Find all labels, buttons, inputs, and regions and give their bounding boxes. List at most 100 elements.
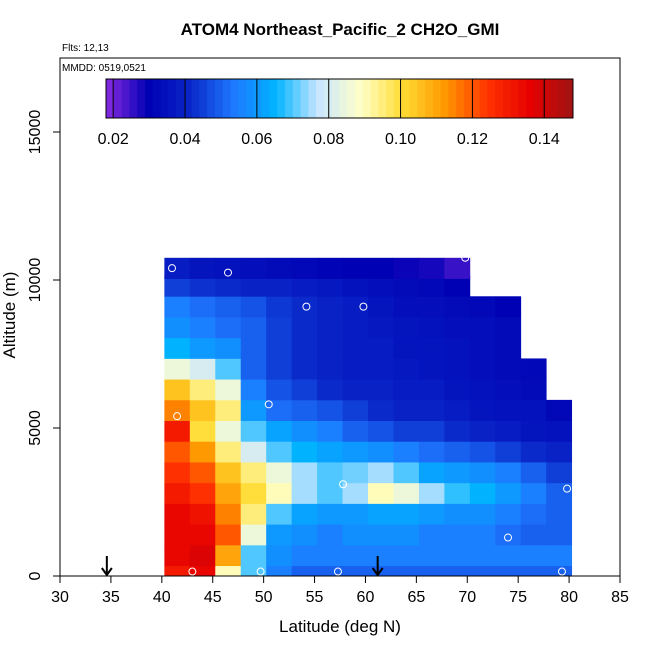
heatmap-cell [444,399,471,421]
colorbar-swatch [214,79,224,118]
observation-point [504,533,512,542]
colorbar-swatch [269,79,278,118]
heatmap-cell [240,257,267,279]
colorbar-swatch [121,79,130,118]
heatmap-cell [546,399,573,421]
heatmap-cell [342,441,369,463]
heatmap-cell [469,482,496,504]
heatmap-cell [215,337,242,359]
observation-point [359,302,368,311]
heatmap-cell [215,462,242,484]
colorbar-swatch [386,79,395,118]
heatmap-cell [418,257,445,279]
heatmap-cell [444,296,471,318]
heatmap-cell [266,358,293,380]
colorbar-swatch [308,79,317,118]
heatmap-cell [495,524,522,546]
heatmap-cell [418,420,445,442]
heatmap-cell [444,358,471,380]
colorbar-swatch [526,79,535,118]
heatmap-cell [189,317,216,339]
y-axis-label: Altitude (m) [0,272,19,359]
heatmap-cell [189,379,216,401]
heatmap-cell [266,420,293,442]
heatmap-cell [189,503,216,525]
heatmap-cell [317,296,343,318]
heatmap-cell [469,524,496,546]
heatmap-cell [215,565,242,577]
heatmap-cell [520,399,547,421]
heatmap-cell [266,462,293,484]
heatmap-cell [495,544,522,567]
heatmap-cell [393,358,420,380]
colorbar-swatch [316,79,325,118]
heatmap-cell [444,275,471,297]
heatmap-cell [418,296,445,318]
heatmap-cell [444,544,471,567]
heatmap-cell [317,565,343,577]
x-tick-label: 45 [204,589,222,606]
colorbar-swatch [541,79,551,118]
observation-point [532,308,541,317]
heatmap-cell [291,420,318,442]
heatmap-cell [189,358,216,380]
heatmap-cell [393,503,420,525]
colorbar-swatch [137,79,146,118]
colorbar-swatch [323,79,333,118]
colorbar-swatch [448,79,457,118]
heatmap-cell [444,565,471,577]
heatmap-cell [495,317,522,339]
colorbar-swatch [176,79,185,118]
heatmap-cell [317,524,343,546]
colorbar-swatch [549,79,558,118]
x-tick-label: 55 [306,589,324,606]
heatmap-cell [368,257,394,279]
heatmap-cell [317,441,343,463]
colorbar-tick-label: 0.04 [169,131,200,148]
colorbar-swatch [362,79,372,118]
heatmap-cell [215,358,242,380]
heatmap-cell [291,379,318,401]
heatmap-cell [368,275,394,297]
heatmap-cell [393,441,420,463]
colorbar-swatch [370,79,379,118]
heatmap-cell [368,379,394,401]
heatmap-cell [342,317,369,339]
colorbar-swatch [238,79,247,118]
heatmap-cell [215,296,242,318]
heatmap-cell [240,337,267,359]
heatmap-cell [266,379,293,401]
heatmap-cell [215,441,242,463]
heatmap-cell [418,337,445,359]
heatmap-cell [317,399,343,421]
heatmap-cell [368,503,394,525]
heatmap-cell [393,544,420,567]
heatmap-cell [189,565,216,577]
heatmap-cell [215,257,242,279]
colorbar-swatch [518,79,527,118]
colorbar-swatch [464,79,473,118]
heatmap-cell [444,482,471,504]
heatmap-cell [520,358,547,380]
x-tick-label: 30 [51,589,69,606]
heatmap-cell [189,399,216,421]
heatmap-cell [495,296,522,318]
heatmap-cell [164,482,191,504]
colorbar-swatch [191,79,200,118]
heatmap-cell [368,399,394,421]
heatmap-cell [240,544,267,567]
x-tick-label: 85 [611,589,629,606]
colorbar-swatch [534,79,543,118]
heatmap-cell [317,337,343,359]
heatmap-cell [495,420,522,442]
heatmap-cell [266,337,293,359]
observation-point [173,412,182,421]
heatmap-cell [189,482,216,504]
heatmap-cell [189,257,216,279]
heatmap-cell [368,544,394,567]
colorbar-swatch [246,79,255,118]
colorbar-swatch [300,79,309,118]
colorbar-swatch [510,79,519,118]
heatmap-cell [418,379,445,401]
x-axis: 30 35 40 45 50 55 60 65 70 75 80 85 [51,576,629,606]
